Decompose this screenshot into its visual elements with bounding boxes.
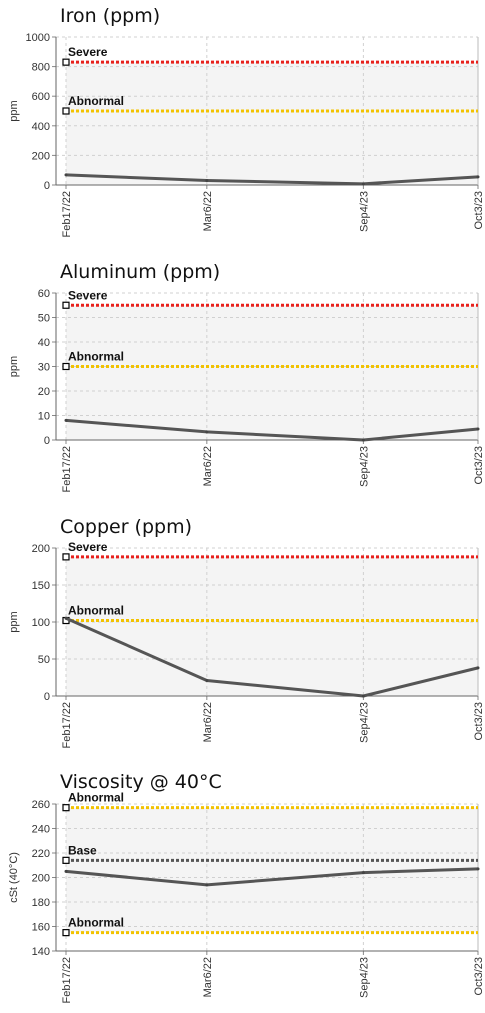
chart-title: Iron (ppm) (60, 5, 160, 27)
y-tick-label: 160 (32, 922, 50, 934)
data-point (476, 175, 480, 179)
x-tick-label: Mar6/22 (202, 191, 214, 231)
threshold-label: Severe (68, 45, 108, 59)
x-tick-label: Sep4/23 (358, 702, 370, 743)
data-point (64, 418, 68, 422)
y-tick-label: 50 (38, 654, 50, 666)
x-tick-label: Sep4/23 (358, 446, 370, 487)
threshold-label: Abnormal (68, 791, 124, 805)
data-point (476, 867, 480, 871)
threshold-label: Severe (68, 540, 108, 554)
threshold-marker (62, 553, 70, 561)
threshold-marker (62, 58, 70, 66)
x-tick-label: Mar6/22 (202, 957, 214, 997)
x-tick-label: Oct3/23 (473, 702, 485, 741)
data-point (205, 179, 209, 183)
y-tick-label: 400 (32, 121, 50, 133)
y-axis-label: ppm (8, 356, 20, 377)
y-tick-label: 260 (32, 799, 50, 811)
threshold-label: Abnormal (68, 604, 124, 618)
y-tick-label: 10 (38, 411, 50, 423)
y-axis-label: cSt (40°C) (8, 852, 20, 903)
data-point (64, 616, 68, 620)
data-point (205, 678, 209, 682)
data-point (361, 438, 365, 442)
series-line (65, 867, 479, 887)
threshold-label: Base (68, 843, 97, 857)
x-tick-label: Feb17/22 (61, 446, 73, 492)
x-tick-label: Mar6/22 (202, 702, 214, 742)
y-tick-label: 220 (32, 848, 50, 860)
y-tick-label: 0 (44, 180, 50, 192)
x-tick-label: Oct3/23 (473, 957, 485, 996)
chart-title: Copper (ppm) (60, 516, 192, 538)
y-tick-label: 0 (44, 691, 50, 703)
data-point (361, 871, 365, 875)
threshold-marker (62, 107, 70, 115)
series-line (65, 418, 479, 442)
normal-band (66, 556, 478, 696)
y-tick-label: 140 (32, 946, 50, 958)
y-tick-label: 1000 (26, 32, 50, 44)
threshold-label: Abnormal (68, 916, 124, 930)
y-tick-label: 180 (32, 897, 50, 909)
data-point (205, 430, 209, 434)
y-tick-label: 600 (32, 91, 50, 103)
y-tick-label: 30 (38, 362, 50, 374)
chart-1: Aluminum (ppm) 0 10 20 30 40 50 60 Feb17/22 Mar6/… (8, 261, 485, 492)
y-tick-label: 100 (32, 617, 50, 629)
threshold-marker (62, 856, 70, 864)
threshold-marker (62, 929, 70, 937)
normal-band (66, 62, 478, 185)
x-tick-label: Oct3/23 (473, 191, 485, 230)
y-tick-label: 60 (38, 288, 50, 300)
x-tick-label: Oct3/23 (473, 446, 485, 485)
y-axis-label: ppm (8, 100, 20, 121)
chart-2: Copper (ppm) 0 50 100 150 200 Feb17/22 Mar6/22 S… (8, 516, 485, 748)
x-tick-label: Mar6/22 (202, 446, 214, 486)
x-tick-label: Feb17/22 (61, 191, 73, 237)
x-tick-label: Feb17/22 (61, 957, 73, 1003)
y-tick-label: 150 (32, 580, 50, 592)
series-line (65, 173, 479, 186)
y-tick-label: 20 (38, 386, 50, 398)
data-point (64, 869, 68, 873)
x-tick-label: Feb17/22 (61, 702, 73, 748)
x-tick-label: Sep4/23 (358, 957, 370, 998)
threshold-marker (62, 804, 70, 812)
chart-title: Aluminum (ppm) (60, 261, 220, 283)
y-tick-label: 200 (32, 543, 50, 555)
series-line (65, 616, 479, 698)
threshold-label: Severe (68, 288, 108, 302)
y-tick-label: 0 (44, 435, 50, 447)
y-tick-label: 50 (38, 313, 50, 325)
threshold-label: Abnormal (68, 94, 124, 108)
y-tick-label: 240 (32, 824, 50, 836)
data-point (476, 427, 480, 431)
y-tick-label: 40 (38, 337, 50, 349)
y-axis-label: ppm (8, 611, 20, 632)
x-tick-label: Sep4/23 (358, 191, 370, 232)
threshold-marker (62, 301, 70, 309)
threshold-label: Abnormal (68, 350, 124, 364)
data-point (361, 694, 365, 698)
chart-3: Viscosity @ 40°C 140 160 180 200 220 240 260 Feb… (8, 771, 485, 1003)
data-point (476, 666, 480, 670)
data-point (64, 173, 68, 177)
data-point (205, 883, 209, 887)
y-tick-label: 200 (32, 873, 50, 885)
normal-band (66, 305, 478, 440)
threshold-marker (62, 362, 70, 371)
chart-title: Viscosity @ 40°C (60, 771, 222, 793)
y-tick-label: 200 (32, 150, 50, 162)
data-point (361, 182, 365, 186)
chart-0: Iron (ppm) 0 200 400 600 800 1000 Feb17/22 Mar6/… (8, 5, 485, 237)
y-tick-label: 800 (32, 62, 50, 74)
